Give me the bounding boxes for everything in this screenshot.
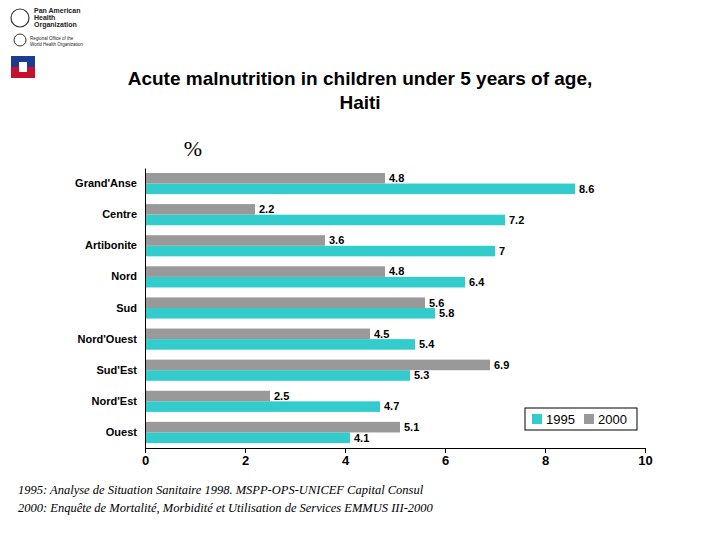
tick: Nord xyxy=(111,270,145,282)
data-labels: 8.6 7.2 7 6.4 5.8 5.4 5.3 4.7 4.1 4.8 2.2 3.6 4.8 5.6… xyxy=(259,172,594,443)
tick: Sud'Est xyxy=(96,364,145,376)
tick: 8 xyxy=(542,448,549,468)
title: Haiti xyxy=(339,92,380,113)
tick-label: 10 xyxy=(638,453,652,468)
data-label: 7.2 xyxy=(509,214,524,226)
data-label: 8.6 xyxy=(579,183,594,195)
y-axis: Grand'Anse Centre Artibonite Nord Sud Nord'Ou… xyxy=(75,169,145,449)
tick-label: Grand'Anse xyxy=(75,177,137,189)
tick-label: Centre xyxy=(102,208,137,220)
tick-label: Sud xyxy=(116,302,137,314)
axis-line xyxy=(146,449,646,454)
bar xyxy=(145,246,495,257)
tick: 6 xyxy=(442,448,449,468)
tick-label: Ouest xyxy=(106,426,138,438)
data-label: 5.4 xyxy=(419,338,435,350)
legend-label: 2000 xyxy=(598,412,627,427)
legend-swatch xyxy=(532,414,542,424)
tick-label: 6 xyxy=(442,453,449,468)
tick-label: 8 xyxy=(542,453,549,468)
source: 2000: Enquête de Mortalité, Morbidité et… xyxy=(18,501,434,515)
axis-label: % xyxy=(184,136,202,161)
tick: 4 xyxy=(342,448,350,468)
bar xyxy=(145,184,575,195)
bar xyxy=(145,297,425,308)
bar xyxy=(145,391,270,402)
logo-text: World Health Organization xyxy=(30,42,83,47)
data-label: 5.1 xyxy=(404,421,419,433)
bar xyxy=(145,329,370,340)
data-label: 4.7 xyxy=(384,400,399,412)
data-label: 6.4 xyxy=(469,276,485,288)
data-label: 6.9 xyxy=(494,359,509,371)
flag xyxy=(19,62,27,72)
tick: Nord'Ouest xyxy=(78,333,145,345)
tick-label: 0 xyxy=(142,453,149,468)
bar xyxy=(145,339,415,350)
data-label: 5.6 xyxy=(429,297,444,309)
data-label: 5.3 xyxy=(414,369,429,381)
logo-emblem xyxy=(14,34,26,46)
data-label: 2.2 xyxy=(259,203,274,215)
tick: 10 xyxy=(638,448,652,468)
data-label: 5.8 xyxy=(439,307,454,319)
bars xyxy=(145,173,575,443)
bar xyxy=(145,308,435,319)
chart: Pan AmericanHealthOrganization Regional O… xyxy=(0,0,720,540)
data-label: 4.8 xyxy=(389,265,404,277)
bar xyxy=(145,266,385,277)
tick: Grand'Anse xyxy=(75,177,145,189)
bar xyxy=(145,235,325,246)
bar xyxy=(145,277,465,288)
tick-label: Sud'Est xyxy=(96,364,137,376)
legend-label: 1995 xyxy=(546,412,575,427)
logo-emblem xyxy=(11,9,29,27)
legend: 1995 2000 xyxy=(525,408,637,430)
bar xyxy=(145,204,255,215)
axis-line xyxy=(145,169,146,449)
tick: Artibonite xyxy=(85,239,145,251)
tick: Sud xyxy=(116,302,145,314)
bar xyxy=(145,215,505,226)
bar xyxy=(145,360,490,371)
logo-text: Organization xyxy=(34,21,77,29)
bar xyxy=(145,401,380,412)
data-label: 4.5 xyxy=(374,328,389,340)
x-axis: 0 2 4 6 8 10 xyxy=(142,448,653,468)
bar xyxy=(145,432,350,443)
tick: Centre xyxy=(102,208,145,220)
tick: 2 xyxy=(242,448,249,468)
data-label: 3.6 xyxy=(329,234,344,246)
tick: Ouest xyxy=(106,426,145,438)
tick-label: 4 xyxy=(342,453,350,468)
data-label: 7 xyxy=(499,245,505,257)
tick: Nord'Est xyxy=(92,395,145,407)
tick-label: Nord'Est xyxy=(92,395,138,407)
tick-label: Artibonite xyxy=(85,239,137,251)
logo-text: Pan American xyxy=(34,7,80,14)
legend-box xyxy=(525,408,637,430)
tick-label: Nord xyxy=(111,270,137,282)
data-label: 2.5 xyxy=(274,390,289,402)
data-label: 4.8 xyxy=(389,172,404,184)
tick: 0 xyxy=(142,448,149,468)
logo-text: Health xyxy=(34,14,55,21)
title: Acute malnutrition in children under 5 y… xyxy=(128,68,593,89)
tick-label: 2 xyxy=(242,453,249,468)
legend-swatch xyxy=(584,414,594,424)
source: 1995: Analyse de Situation Sanitaire 199… xyxy=(18,483,424,497)
logo-text: Regional Office of the xyxy=(30,36,74,41)
tick-label: Nord'Ouest xyxy=(78,333,138,345)
bar xyxy=(145,173,385,184)
bar xyxy=(145,370,410,381)
logo: Pan AmericanHealthOrganization Regional O… xyxy=(11,7,83,78)
data-label: 4.1 xyxy=(354,432,369,444)
